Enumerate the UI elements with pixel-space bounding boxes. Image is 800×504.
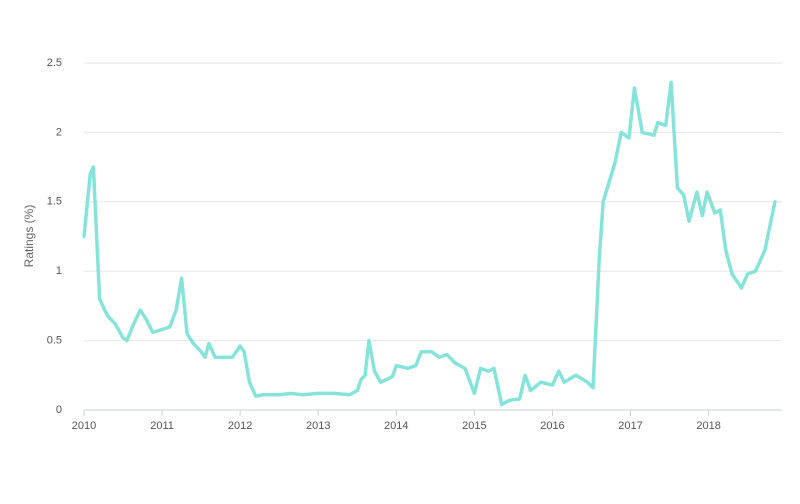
x-tick-label: 2010 — [72, 420, 96, 432]
y-tick-label: 2.5 — [47, 57, 62, 69]
x-tick-label: 2018 — [696, 420, 720, 432]
x-tick-label: 2017 — [618, 420, 642, 432]
x-tick-label: 2013 — [306, 420, 330, 432]
y-tick-label: 0 — [56, 404, 62, 416]
y-tick-label: 1 — [56, 265, 62, 277]
x-tick-label: 2015 — [462, 420, 486, 432]
x-tick-label: 2014 — [384, 420, 408, 432]
line-series — [82, 80, 777, 407]
y-tick-label: 2 — [56, 126, 62, 138]
y-tick-label: 1.5 — [47, 196, 62, 208]
x-tick-label: 2016 — [540, 420, 564, 432]
y-axis-label: Ratings (%) — [22, 205, 36, 268]
x-tick-label: 2011 — [150, 420, 174, 432]
x-tick-label: 2012 — [228, 420, 252, 432]
y-tick-label: 0.5 — [47, 335, 62, 347]
